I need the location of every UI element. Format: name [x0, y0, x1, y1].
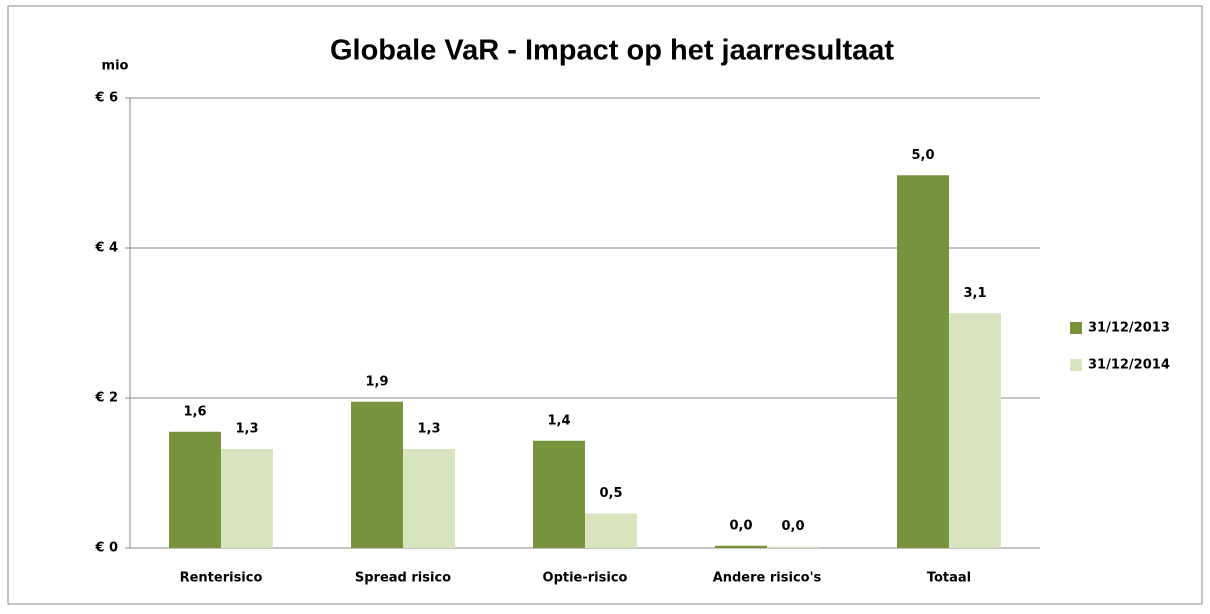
y-tick-label: € 6 — [94, 91, 118, 106]
legend-swatch — [1070, 322, 1082, 334]
y-tick-label: € 2 — [94, 391, 118, 406]
y-unit-label: mio — [102, 59, 129, 74]
value-label: 0,0 — [781, 519, 804, 534]
value-label: 1,4 — [547, 413, 570, 428]
legend-label: 31/12/2014 — [1088, 358, 1170, 373]
bar — [169, 431, 221, 548]
bar — [533, 440, 585, 548]
value-label: 0,5 — [599, 486, 622, 501]
chart-title: Globale VaR - Impact op het jaarresultaa… — [330, 35, 894, 67]
y-tick-label: € 0 — [94, 541, 118, 556]
bar — [897, 175, 949, 548]
value-label: 1,3 — [417, 422, 440, 437]
value-label: 1,6 — [183, 404, 206, 419]
x-tick-label: Totaal — [927, 571, 971, 586]
value-label: 1,3 — [235, 422, 258, 437]
bar — [585, 513, 637, 548]
x-tick-label: Renterisico — [180, 571, 263, 586]
legend-label: 31/12/2013 — [1088, 321, 1170, 336]
x-tick-label: Andere risico's — [713, 571, 822, 586]
y-tick-label: € 4 — [94, 241, 118, 256]
bar — [221, 449, 273, 548]
bar — [351, 401, 403, 548]
bar — [767, 546, 819, 548]
x-tick-label: Optie-risico — [543, 571, 628, 586]
value-label: 1,9 — [365, 374, 388, 389]
x-tick-label: Spread risico — [355, 571, 451, 586]
value-label: 0,0 — [729, 518, 752, 533]
value-label: 5,0 — [911, 148, 934, 163]
legend-swatch — [1070, 359, 1082, 371]
value-label: 3,1 — [963, 286, 986, 301]
bar — [403, 449, 455, 548]
bar — [949, 313, 1001, 548]
bar — [715, 545, 767, 548]
